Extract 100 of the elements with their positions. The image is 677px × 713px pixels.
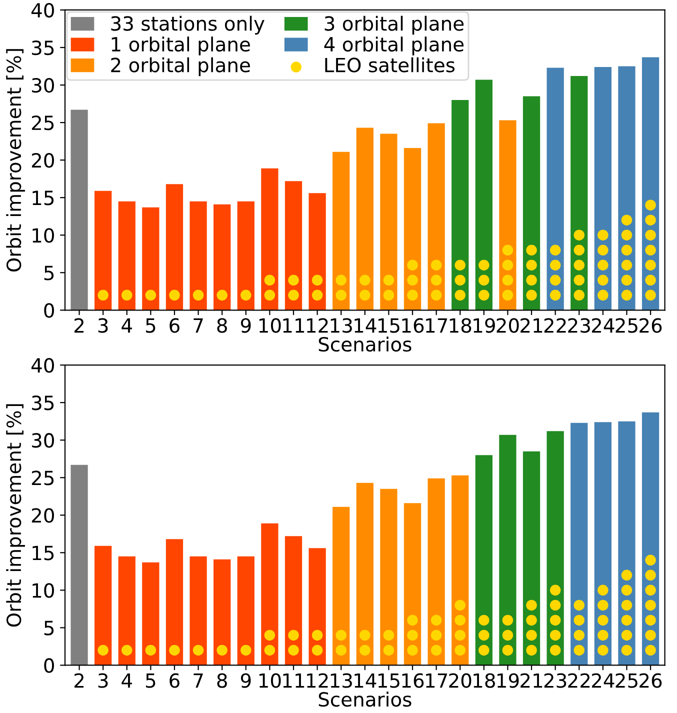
legend-label: LEO satellites: [325, 57, 455, 72]
bar: [70, 110, 88, 310]
y-tick-label: 5: [44, 620, 54, 636]
x-tick-label: 10: [259, 673, 281, 688]
x-tick-label: 8: [217, 318, 227, 333]
y-tick-label: 35: [32, 396, 54, 410]
y-tick-label: 40: [31, 358, 54, 373]
x-tick-label: 24: [592, 673, 614, 688]
bar: [332, 506, 350, 666]
legend-label: 3 orbital plane: [324, 16, 464, 35]
x-tick-label: 19: [474, 318, 495, 333]
x-tick-label: 16: [402, 673, 424, 688]
bar: [356, 482, 374, 666]
x-tick-label: 12: [307, 673, 328, 688]
bar: [475, 80, 492, 310]
x-tick-label: 11: [283, 673, 304, 688]
bar: [428, 123, 445, 310]
bar: [190, 201, 207, 310]
x-tick-label: 3: [98, 673, 108, 688]
x-tick-label: 2: [74, 673, 84, 688]
x-tick-label: 22: [544, 318, 566, 333]
x-tick-label: 19: [497, 673, 519, 688]
bar: [522, 451, 540, 666]
x-tick-label: 18: [450, 318, 472, 333]
x-tick-label: 8: [217, 673, 227, 688]
x-tick-label: 9: [240, 318, 251, 333]
x-tick-label: 21: [520, 318, 542, 333]
bar: [428, 478, 445, 666]
bar: [142, 207, 160, 310]
legend-label: 2 orbital plane: [111, 57, 250, 76]
x-tick-label: 6: [170, 673, 180, 688]
y-axis-title: Orbit improvement [%]: [6, 404, 25, 627]
x-tick-label: 16: [402, 318, 424, 333]
y-axis-title: Orbit improvement [%]: [6, 49, 25, 272]
x-tick-label: 9: [240, 673, 251, 688]
x-tick-label: 25: [616, 318, 638, 333]
bar: [404, 148, 422, 310]
x-tick-label: 24: [592, 318, 614, 333]
bar: [499, 434, 516, 666]
y-tick-label: 20: [32, 508, 54, 523]
x-tick-label: 23: [544, 673, 566, 688]
bar: [237, 201, 254, 310]
x-tick-label: 26: [640, 673, 662, 688]
bar: [166, 539, 184, 666]
x-tick-label: 7: [194, 318, 203, 333]
x-tick-label: 12: [307, 318, 328, 333]
x-tick-label: 23: [568, 318, 590, 333]
legend-label: 4 orbital plane: [324, 36, 464, 56]
y-tick-label: 5: [44, 266, 54, 280]
bar: [308, 193, 326, 310]
bar: [284, 181, 302, 310]
x-axis-title: Scenarios: [318, 336, 412, 352]
bar: [452, 100, 469, 310]
bar: [546, 68, 564, 310]
x-tick-label: 10: [259, 318, 281, 333]
y-tick-label: 35: [32, 40, 54, 56]
bar: [522, 96, 540, 310]
x-tick-label: 3: [98, 318, 108, 333]
y-tick-label: 20: [32, 153, 54, 168]
x-tick-label: 14: [354, 673, 376, 688]
x-tick-label: 13: [330, 673, 352, 688]
y-tick-label: 15: [32, 546, 54, 560]
bar: [261, 168, 278, 310]
y-tick-label: 10: [32, 228, 54, 243]
bar: [332, 152, 350, 310]
x-tick-label: 20: [496, 318, 519, 333]
y-tick-label: 10: [32, 583, 54, 598]
x-tick-label: 13: [330, 318, 352, 333]
y-tick-label: 30: [32, 78, 54, 93]
x-tick-label: 17: [426, 318, 448, 333]
x-tick-label: 4: [122, 318, 132, 333]
x-tick-label: 17: [426, 673, 448, 688]
x-tick-label: 7: [194, 673, 203, 688]
bar: [380, 488, 398, 666]
x-tick-label: 25: [616, 673, 638, 688]
bar: [404, 503, 422, 666]
bar: [570, 422, 588, 666]
x-tick-label: 5: [146, 318, 156, 333]
bar: [70, 464, 88, 666]
bar: [214, 204, 231, 310]
x-tick-label: 6: [170, 318, 180, 333]
bar: [237, 556, 254, 666]
bar: [166, 184, 184, 310]
y-tick-label: 25: [32, 116, 54, 130]
bar: [214, 559, 231, 666]
bar: [356, 128, 374, 310]
bar: [475, 455, 492, 666]
x-tick-label: 4: [122, 673, 132, 688]
bar: [308, 548, 326, 666]
legend-label: 1 orbital plane: [112, 36, 250, 56]
x-tick-label: 26: [640, 318, 662, 333]
x-tick-label: 18: [474, 673, 495, 688]
y-tick-label: 0: [44, 303, 54, 318]
bar: [284, 536, 302, 666]
bar: [190, 556, 207, 666]
x-tick-label: 21: [520, 673, 542, 688]
legend-label: 33 stations only: [111, 16, 264, 35]
x-tick-label: 20: [449, 673, 472, 688]
y-tick-label: 40: [31, 2, 54, 18]
y-tick-label: 15: [32, 190, 54, 206]
